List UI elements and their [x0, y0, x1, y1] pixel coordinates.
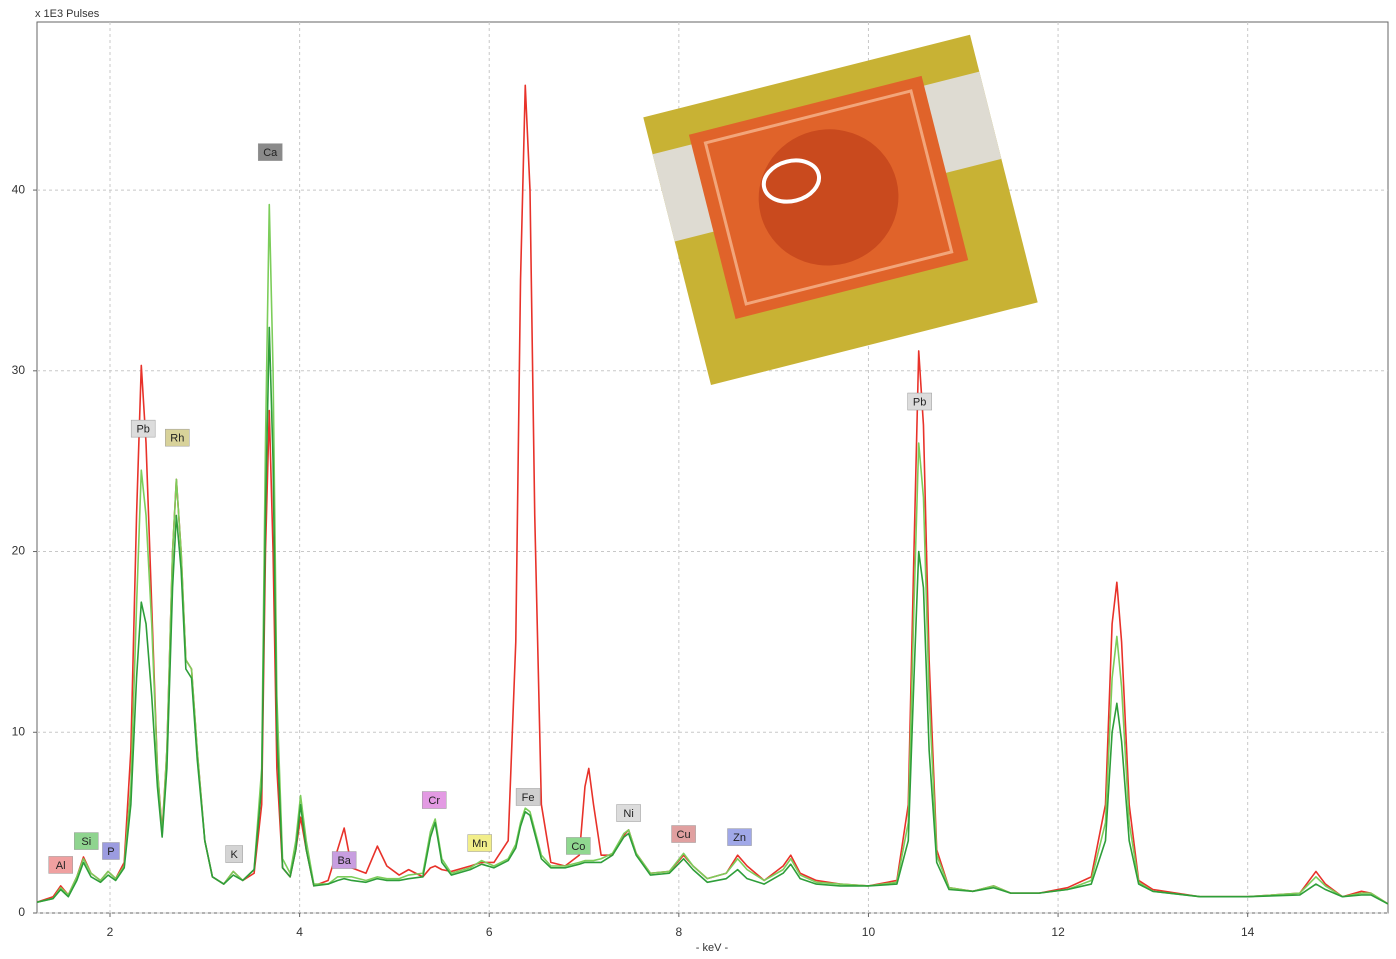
element-label-box: [257, 143, 283, 161]
element-label: Ca: [263, 147, 278, 159]
element-label: Ni: [623, 808, 633, 820]
stamp-portrait: [758, 129, 899, 266]
element-label: Cu: [677, 829, 691, 841]
y-tick-label: 30: [12, 363, 26, 377]
element-label: Cr: [428, 795, 440, 807]
element-label: Pb: [136, 424, 149, 436]
element-label-box: [907, 392, 932, 411]
x-axis-label: - keV -: [696, 942, 729, 954]
measure-spot: [761, 158, 821, 204]
stamp-photo: [643, 34, 1038, 385]
element-label-box: [671, 825, 696, 843]
element-label-box: [225, 845, 243, 863]
element-label: Pb: [913, 396, 926, 408]
stamp-border: [703, 89, 954, 306]
element-label-box: [48, 856, 73, 874]
element-label: P: [107, 846, 114, 858]
element-label: Co: [571, 841, 585, 853]
y-tick-label: 20: [12, 544, 26, 558]
element-label-box: [467, 834, 492, 852]
y-tick-label: 0: [18, 905, 25, 919]
y-tick-label: 10: [12, 724, 26, 738]
element-label-box: [165, 428, 190, 447]
element-label-box: [515, 788, 541, 806]
x-tick-label: 14: [1241, 925, 1255, 939]
x-tick-label: 4: [296, 925, 303, 939]
element-label-box: [566, 837, 591, 855]
element-label-box: [727, 828, 752, 846]
element-label: Al: [56, 860, 66, 872]
element-label-box: [616, 804, 641, 822]
element-label-box: [102, 842, 120, 860]
element-label-box: [331, 851, 357, 869]
element-label: Zn: [733, 832, 746, 844]
element-label-box: [130, 419, 156, 438]
element-label-box: [74, 832, 99, 850]
element-label: Si: [81, 836, 91, 848]
y-axis-label: x 1E3 Pulses: [35, 8, 100, 20]
x-tick-label: 10: [862, 925, 876, 939]
element-label: Rh: [170, 433, 184, 445]
x-tick-label: 6: [486, 925, 493, 939]
x-tick-label: 8: [675, 925, 682, 939]
element-label: Fe: [522, 792, 535, 804]
x-tick-label: 12: [1051, 925, 1065, 939]
element-label-box: [421, 791, 447, 809]
element-label: Ba: [337, 855, 351, 867]
element-label: Mn: [472, 838, 487, 850]
x-tick-label: 2: [107, 925, 114, 939]
spectrum-line: [36, 326, 1389, 905]
y-tick-label: 40: [12, 182, 26, 196]
element-label: K: [231, 849, 239, 861]
